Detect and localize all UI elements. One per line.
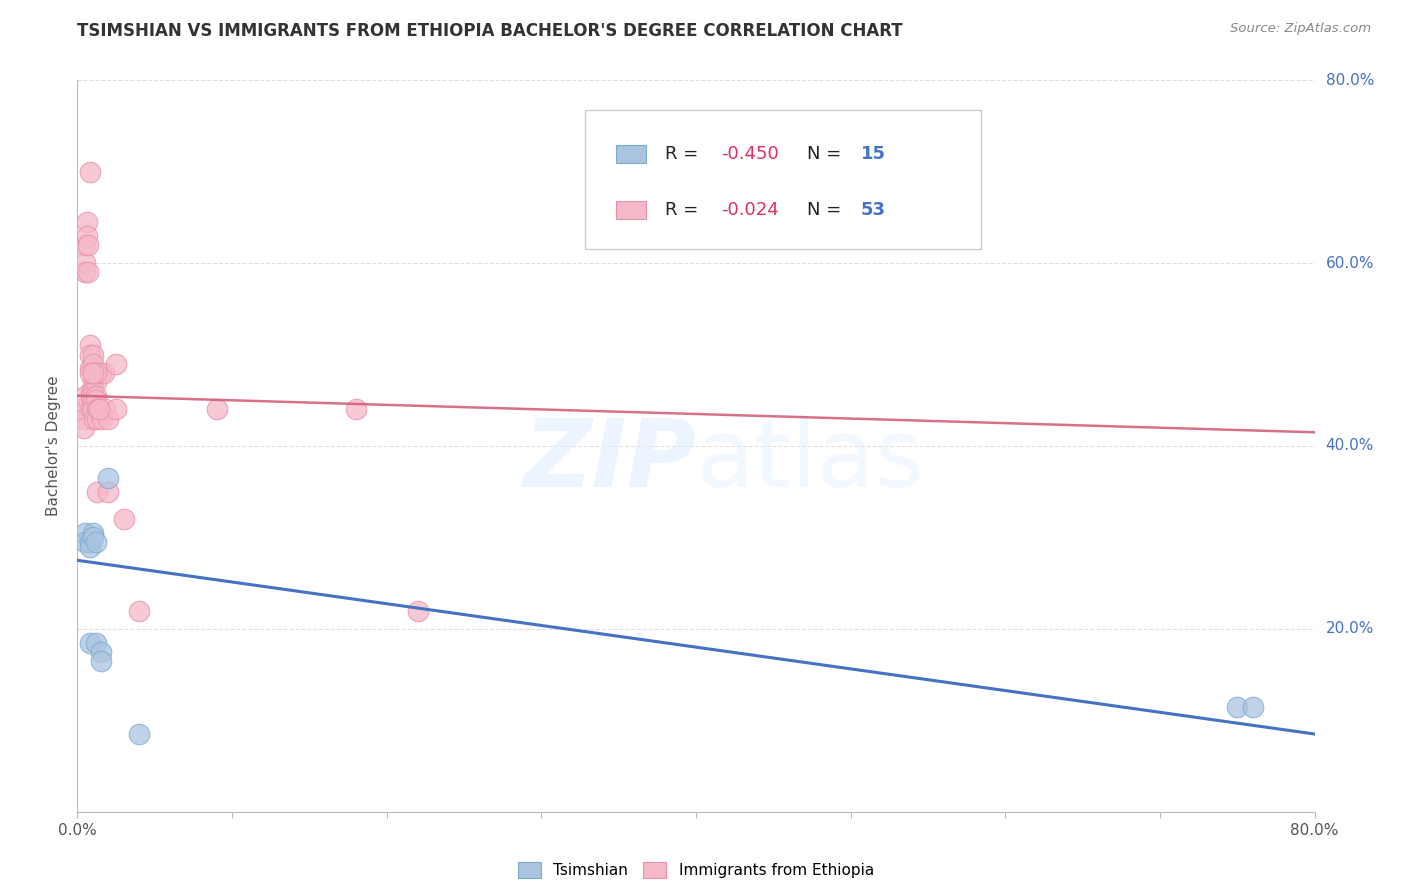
- Text: ZIP: ZIP: [523, 415, 696, 507]
- Text: -0.024: -0.024: [721, 201, 779, 219]
- Point: [205, 402, 228, 417]
- Point: [75, 256, 96, 270]
- Point: [70, 402, 93, 417]
- Point: [75, 535, 96, 549]
- Text: N =: N =: [807, 201, 848, 219]
- Point: [84, 393, 107, 408]
- Point: [80, 384, 103, 399]
- Point: [75, 525, 96, 540]
- Legend: Tsimshian, Immigrants from Ethiopia: Tsimshian, Immigrants from Ethiopia: [512, 856, 880, 885]
- Point: [84, 389, 107, 403]
- Point: [97, 484, 120, 499]
- Point: [105, 402, 127, 417]
- Point: [75, 238, 96, 252]
- Point: [79, 338, 101, 352]
- Point: [77, 238, 100, 252]
- Bar: [616, 201, 647, 219]
- Point: [90, 645, 111, 659]
- Point: [69, 402, 91, 417]
- Point: [86, 402, 108, 417]
- Point: [79, 165, 101, 179]
- Point: [82, 525, 104, 540]
- Point: [83, 366, 105, 380]
- Point: [84, 635, 107, 649]
- Point: [128, 727, 150, 741]
- Text: 15: 15: [860, 145, 886, 163]
- Point: [91, 411, 114, 425]
- Point: [93, 366, 115, 380]
- Y-axis label: Bachelor's Degree: Bachelor's Degree: [46, 376, 62, 516]
- Text: N =: N =: [807, 145, 848, 163]
- Point: [105, 357, 127, 371]
- Point: [80, 402, 103, 417]
- Point: [94, 402, 117, 417]
- Bar: [616, 145, 647, 163]
- Point: [82, 357, 104, 371]
- Text: atlas: atlas: [696, 415, 924, 507]
- Point: [87, 402, 110, 417]
- Point: [79, 366, 101, 380]
- Point: [97, 471, 120, 485]
- Point: [82, 348, 104, 362]
- Point: [84, 366, 107, 380]
- Text: 20.0%: 20.0%: [1326, 622, 1374, 636]
- Point: [79, 348, 101, 362]
- Point: [84, 535, 107, 549]
- Point: [344, 402, 367, 417]
- Text: R =: R =: [665, 201, 704, 219]
- Point: [75, 389, 96, 403]
- Point: [82, 366, 104, 380]
- Point: [82, 384, 104, 399]
- Text: -0.450: -0.450: [721, 145, 779, 163]
- Text: 60.0%: 60.0%: [1326, 256, 1374, 270]
- Point: [76, 215, 98, 229]
- Text: TSIMSHIAN VS IMMIGRANTS FROM ETHIOPIA BACHELOR'S DEGREE CORRELATION CHART: TSIMSHIAN VS IMMIGRANTS FROM ETHIOPIA BA…: [77, 22, 903, 40]
- Point: [80, 389, 103, 403]
- Point: [128, 603, 150, 617]
- Text: 80.0%: 80.0%: [1326, 73, 1374, 87]
- Point: [86, 411, 108, 425]
- Point: [1241, 699, 1264, 714]
- Point: [82, 375, 104, 389]
- Point: [82, 402, 104, 417]
- Point: [112, 512, 135, 526]
- Point: [72, 421, 94, 435]
- Point: [90, 366, 111, 380]
- Text: 53: 53: [860, 201, 886, 219]
- Text: Source: ZipAtlas.com: Source: ZipAtlas.com: [1230, 22, 1371, 36]
- Point: [406, 603, 429, 617]
- Point: [77, 265, 100, 279]
- Point: [87, 402, 110, 417]
- FancyBboxPatch shape: [585, 110, 980, 249]
- Point: [82, 366, 104, 380]
- Point: [82, 393, 104, 408]
- Point: [83, 411, 105, 425]
- Point: [1226, 699, 1249, 714]
- Point: [75, 265, 96, 279]
- Point: [79, 635, 101, 649]
- Text: 40.0%: 40.0%: [1326, 439, 1374, 453]
- Point: [86, 484, 108, 499]
- Point: [82, 530, 104, 544]
- Point: [72, 411, 94, 425]
- Point: [82, 389, 104, 403]
- Point: [97, 411, 120, 425]
- Point: [79, 361, 101, 376]
- Point: [84, 375, 107, 389]
- Point: [76, 228, 98, 243]
- Point: [90, 654, 111, 668]
- Point: [79, 535, 101, 549]
- Text: R =: R =: [665, 145, 704, 163]
- Point: [79, 540, 101, 554]
